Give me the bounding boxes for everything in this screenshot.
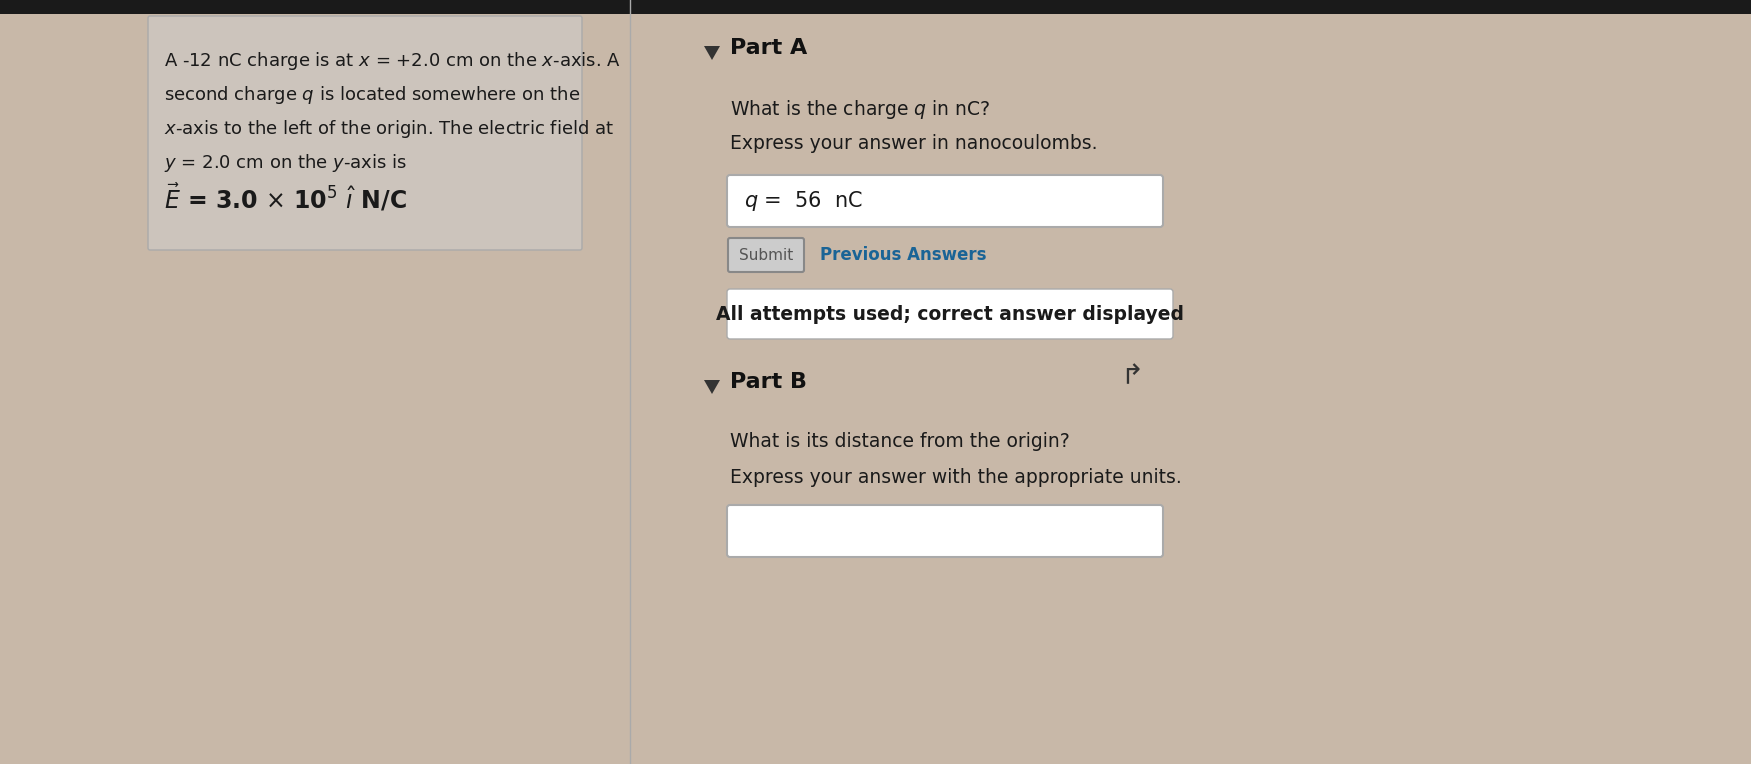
- FancyBboxPatch shape: [0, 0, 1751, 14]
- Polygon shape: [704, 380, 720, 394]
- Text: A -12 nC charge is at $x$ = +2.0 cm on the $x$-axis. A: A -12 nC charge is at $x$ = +2.0 cm on t…: [165, 50, 620, 72]
- Text: Part B: Part B: [730, 372, 807, 392]
- Text: Part A: Part A: [730, 38, 807, 58]
- Text: What is its distance from the origin?: What is its distance from the origin?: [730, 432, 1070, 451]
- Text: ↱: ↱: [1121, 362, 1143, 390]
- Text: What is the charge $q$ in nC?: What is the charge $q$ in nC?: [730, 98, 991, 121]
- Text: $x$-axis to the left of the origin. The electric field at: $x$-axis to the left of the origin. The …: [165, 118, 615, 140]
- Text: $\vec{E}$ = 3.0 $\times$ 10$^5$ $\hat{\imath}$ N/C: $\vec{E}$ = 3.0 $\times$ 10$^5$ $\hat{\i…: [165, 182, 406, 214]
- FancyBboxPatch shape: [727, 289, 1173, 339]
- FancyBboxPatch shape: [727, 175, 1163, 227]
- Polygon shape: [704, 46, 720, 60]
- Text: Express your answer with the appropriate units.: Express your answer with the appropriate…: [730, 468, 1182, 487]
- FancyBboxPatch shape: [149, 16, 581, 250]
- Text: Submit: Submit: [739, 248, 793, 263]
- Text: Previous Answers: Previous Answers: [819, 246, 986, 264]
- Text: $q$ =  56  nC: $q$ = 56 nC: [744, 189, 863, 213]
- Text: second charge $q$ is located somewhere on the: second charge $q$ is located somewhere o…: [165, 84, 581, 106]
- Text: All attempts used; correct answer displayed: All attempts used; correct answer displa…: [716, 305, 1184, 323]
- Text: $y$ = 2.0 cm on the $y$-axis is: $y$ = 2.0 cm on the $y$-axis is: [165, 152, 406, 174]
- Text: Express your answer in nanocoulombs.: Express your answer in nanocoulombs.: [730, 134, 1098, 153]
- FancyBboxPatch shape: [728, 238, 804, 272]
- FancyBboxPatch shape: [727, 505, 1163, 557]
